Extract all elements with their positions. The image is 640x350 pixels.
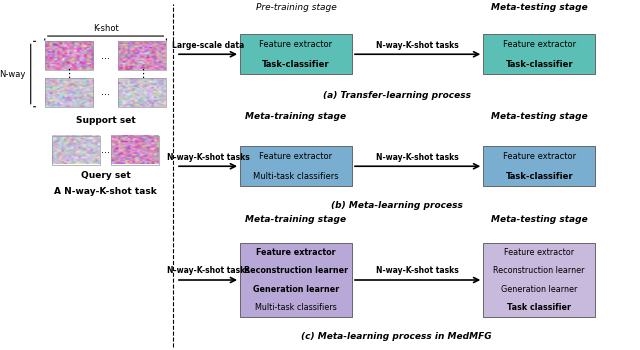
Text: Feature extractor: Feature extractor — [502, 152, 576, 161]
Text: (b) Meta-learning process: (b) Meta-learning process — [331, 201, 463, 210]
Text: Meta-testing stage: Meta-testing stage — [491, 3, 588, 12]
Text: ...: ... — [101, 88, 110, 97]
Text: Large-scale data: Large-scale data — [172, 41, 244, 50]
Text: ⋮: ⋮ — [63, 69, 74, 79]
Text: Meta-testing stage: Meta-testing stage — [491, 112, 588, 121]
Text: Feature extractor: Feature extractor — [259, 152, 333, 161]
Text: Pre-training stage: Pre-training stage — [255, 3, 337, 12]
Text: N-way: N-way — [0, 70, 26, 78]
Text: Meta-training stage: Meta-training stage — [245, 112, 347, 121]
Text: N-way-K-shot tasks: N-way-K-shot tasks — [166, 266, 250, 275]
Text: N-way-K-shot tasks: N-way-K-shot tasks — [166, 153, 250, 162]
Text: Task-classifier: Task-classifier — [262, 60, 330, 69]
Text: Query set: Query set — [81, 171, 131, 180]
Text: Reconstruction learner: Reconstruction learner — [244, 266, 348, 275]
Text: Meta-testing stage: Meta-testing stage — [491, 215, 588, 224]
Text: Feature extractor: Feature extractor — [504, 248, 574, 257]
Text: ...: ... — [101, 145, 110, 155]
Text: Reconstruction learner: Reconstruction learner — [493, 266, 585, 275]
Text: Task classifier: Task classifier — [508, 303, 572, 312]
Text: Task-classifier: Task-classifier — [506, 172, 573, 181]
Text: (c) Meta-learning process in MedMFG: (c) Meta-learning process in MedMFG — [301, 332, 492, 341]
Text: Generation learner: Generation learner — [501, 285, 577, 294]
FancyBboxPatch shape — [483, 34, 595, 75]
Text: N-way-K-shot tasks: N-way-K-shot tasks — [376, 266, 459, 275]
Text: N-way-K-shot tasks: N-way-K-shot tasks — [376, 41, 459, 50]
Text: Generation learner: Generation learner — [253, 285, 339, 294]
Text: ...: ... — [101, 51, 110, 61]
FancyBboxPatch shape — [483, 146, 595, 186]
Text: Multi-task classifiers: Multi-task classifiers — [253, 172, 339, 181]
Text: Feature extractor: Feature extractor — [259, 40, 333, 49]
Text: Meta-training stage: Meta-training stage — [245, 215, 347, 224]
Text: Feature extractor: Feature extractor — [256, 248, 336, 257]
FancyBboxPatch shape — [240, 243, 352, 317]
Text: (a) Transfer-learning process: (a) Transfer-learning process — [323, 91, 471, 100]
Text: Feature extractor: Feature extractor — [502, 40, 576, 49]
Text: Multi-task classifiers: Multi-task classifiers — [255, 303, 337, 312]
FancyBboxPatch shape — [240, 146, 352, 186]
Text: ⋮: ⋮ — [137, 69, 148, 79]
FancyBboxPatch shape — [483, 243, 595, 317]
Text: Task-classifier: Task-classifier — [506, 60, 573, 69]
Text: Support set: Support set — [76, 116, 136, 125]
FancyBboxPatch shape — [240, 34, 352, 75]
Text: N-way-K-shot tasks: N-way-K-shot tasks — [376, 153, 459, 162]
Text: A N-way-K-shot task: A N-way-K-shot task — [54, 187, 157, 196]
Text: K-shot: K-shot — [93, 24, 118, 33]
